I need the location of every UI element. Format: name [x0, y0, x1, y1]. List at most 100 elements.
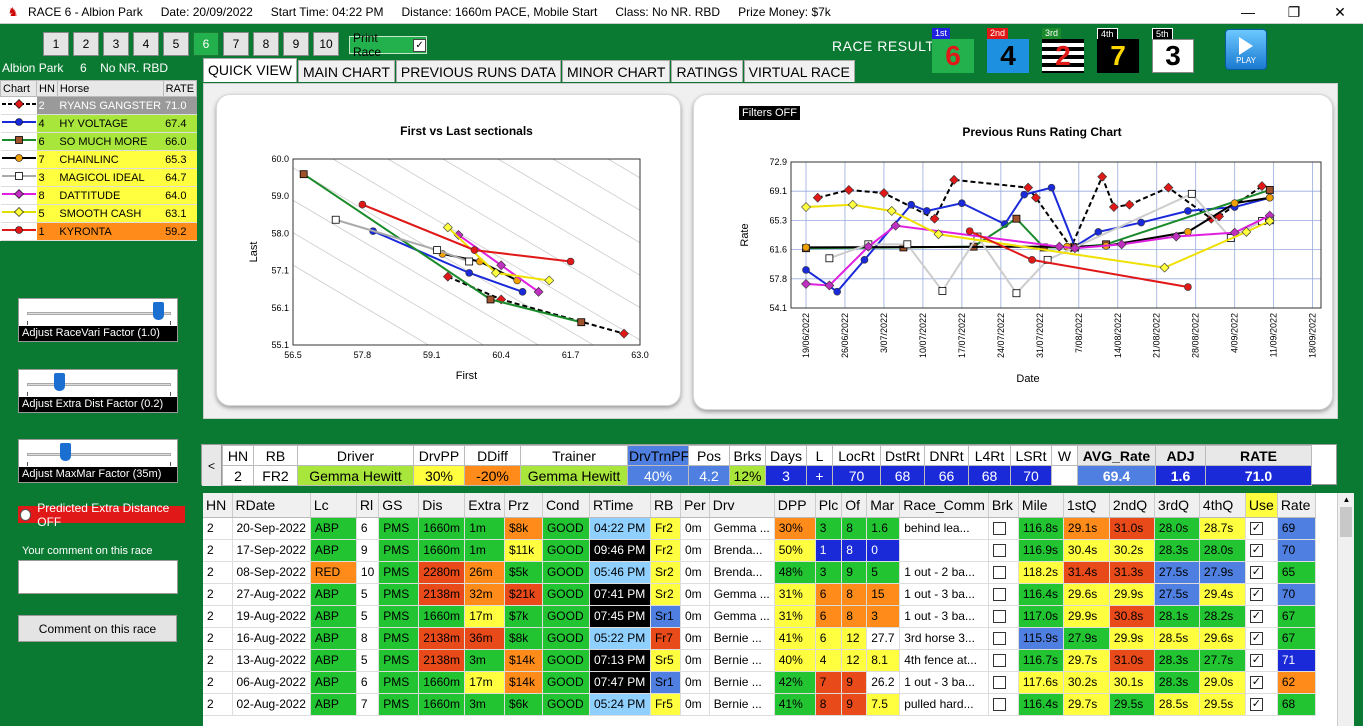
summary-col-dnrt[interactable]: DNRt: [924, 445, 969, 466]
print-race-toggle[interactable]: Print Race ✓: [349, 31, 427, 59]
grid-col-gs[interactable]: GS: [378, 493, 420, 518]
summary-col-rb[interactable]: RB: [253, 445, 298, 466]
use-checkbox[interactable]: ✓: [1249, 588, 1263, 602]
runner-row[interactable]: 1 KYRONTA 59.2: [0, 222, 197, 241]
use-checkbox[interactable]: ✓: [1249, 522, 1263, 536]
table-row[interactable]: 2 17-Sep-2022 ABP 9 PMS 1660m 1m $11k GOOD 09:46 …: [203, 539, 1316, 562]
factor-slider[interactable]: Adjust Extra Dist Factor (0.2): [18, 369, 178, 413]
grid-col-prz[interactable]: Prz: [504, 493, 543, 518]
slider-track[interactable]: [27, 453, 171, 456]
use-checkbox[interactable]: ✓: [1249, 698, 1263, 712]
predicted-radio[interactable]: [20, 508, 32, 521]
runners-col-rate[interactable]: RATE: [162, 80, 198, 97]
grid-col-race-comm[interactable]: Race_Comm: [899, 493, 989, 518]
summary-col-l4rt[interactable]: L4Rt: [968, 445, 1011, 466]
slider-thumb[interactable]: [60, 443, 72, 461]
table-row[interactable]: 2 13-Aug-2022 ABP 5 PMS 2138m 3m $14k GOOD 07:13 …: [203, 649, 1316, 672]
summary-col-drvpp[interactable]: DrvPP: [413, 445, 465, 466]
grid-col-rdate[interactable]: RDate: [232, 493, 311, 518]
minimize-icon[interactable]: —: [1241, 4, 1255, 20]
runner-row[interactable]: 8 DATTITUDE 64.0: [0, 186, 197, 205]
runners-col-hn[interactable]: HN: [36, 80, 58, 97]
use-checkbox[interactable]: ✓: [1249, 676, 1263, 690]
filters-badge[interactable]: Filters OFF: [739, 106, 800, 120]
runner-row[interactable]: 2 RYANS GANGSTER 71.0: [0, 96, 197, 115]
grid-col-rb[interactable]: RB: [650, 493, 681, 518]
grid-col-of[interactable]: Of: [841, 493, 868, 518]
grid-col-dpp[interactable]: DPP: [774, 493, 816, 518]
grid-col-rl[interactable]: Rl: [356, 493, 380, 518]
race-button-7[interactable]: 7: [223, 32, 249, 56]
summary-col-lsrt[interactable]: LSRt: [1010, 445, 1052, 466]
use-checkbox[interactable]: ✓: [1249, 610, 1263, 624]
slider-track[interactable]: [27, 312, 171, 315]
race-button-9[interactable]: 9: [283, 32, 309, 56]
grid-col-mile[interactable]: Mile: [1018, 493, 1064, 518]
close-icon[interactable]: ✕: [1334, 3, 1346, 20]
scroll-up-icon[interactable]: ▲: [1342, 495, 1351, 504]
summary-col-days[interactable]: Days: [765, 445, 807, 466]
runner-row[interactable]: 5 SMOOTH CASH 63.1: [0, 204, 197, 223]
grid-col-extra[interactable]: Extra: [464, 493, 505, 518]
race-button-10[interactable]: 10: [313, 32, 339, 56]
slider-thumb[interactable]: [153, 302, 165, 320]
tab-quick-view[interactable]: QUICK VIEW: [203, 58, 298, 82]
grid-col-3rdq[interactable]: 3rdQ: [1154, 493, 1200, 518]
summary-col-dstrt[interactable]: DstRt: [880, 445, 925, 466]
table-row[interactable]: 2 08-Sep-2022 RED 10 PMS 2280m 26m $5k GOOD 05:46…: [203, 561, 1316, 584]
brk-checkbox[interactable]: [992, 698, 1006, 712]
tab-previous-runs-data[interactable]: PREVIOUS RUNS DATA: [395, 60, 561, 82]
grid-col-rtime[interactable]: RTime: [589, 493, 651, 518]
summary-col-driver[interactable]: Driver: [297, 445, 414, 466]
grid-col-per[interactable]: Per: [680, 493, 710, 518]
factor-slider[interactable]: Adjust MaxMar Factor (35m): [18, 439, 178, 483]
grid-col-cond[interactable]: Cond: [542, 493, 590, 518]
runners-col-chart[interactable]: Chart: [0, 80, 37, 97]
brk-checkbox[interactable]: [992, 566, 1006, 580]
race-button-5[interactable]: 5: [163, 32, 189, 56]
factor-slider[interactable]: Adjust RaceVari Factor (1.0): [18, 298, 178, 342]
table-row[interactable]: 2 27-Aug-2022 ABP 5 PMS 2138m 32m $21k GOOD 07:41…: [203, 583, 1316, 606]
grid-col-mar[interactable]: Mar: [866, 493, 901, 518]
print-race-checkbox[interactable]: ✓: [413, 38, 426, 52]
grid-col-lc[interactable]: Lc: [310, 493, 357, 518]
runner-row[interactable]: 4 HY VOLTAGE 67.4: [0, 114, 197, 133]
summary-col-l[interactable]: L: [806, 445, 833, 466]
play-button[interactable]: PLAY: [1225, 29, 1267, 70]
restore-icon[interactable]: ❐: [1287, 3, 1301, 20]
summary-col-drvtrnpf[interactable]: DrvTrnPF: [627, 445, 689, 466]
brk-checkbox[interactable]: [992, 654, 1006, 668]
grid-col-drv[interactable]: Drv: [709, 493, 775, 518]
race-button-1[interactable]: 1: [43, 32, 69, 56]
brk-checkbox[interactable]: [992, 522, 1006, 536]
race-button-3[interactable]: 3: [103, 32, 129, 56]
table-row[interactable]: 2 16-Aug-2022 ABP 8 PMS 2138m 36m $8k GOOD 05:22 …: [203, 627, 1316, 650]
summary-col-trainer[interactable]: Trainer: [520, 445, 628, 466]
tab-ratings[interactable]: RATINGS: [671, 60, 743, 82]
use-checkbox[interactable]: ✓: [1249, 566, 1263, 580]
grid-col-plc[interactable]: Plc: [815, 493, 843, 518]
scroll-thumb[interactable]: [1340, 507, 1352, 537]
tab-virtual-race[interactable]: VIRTUAL RACE: [743, 60, 855, 82]
grid-col-dis[interactable]: Dis: [418, 493, 466, 518]
runner-row[interactable]: 7 CHAINLINC 65.3: [0, 150, 197, 169]
grid-col-4thq[interactable]: 4thQ: [1199, 493, 1246, 518]
summary-col-ddiff[interactable]: DDiff: [464, 445, 521, 466]
slider-track[interactable]: [27, 383, 171, 386]
slider-thumb[interactable]: [53, 373, 65, 391]
table-row[interactable]: 2 20-Sep-2022 ABP 6 PMS 1660m 1m $8k GOOD 04:22 P…: [203, 517, 1316, 540]
comment-button[interactable]: Comment on this race: [18, 615, 177, 642]
grid-col-rate[interactable]: Rate: [1277, 493, 1316, 518]
comment-input[interactable]: [18, 560, 178, 594]
grid-col-1stq[interactable]: 1stQ: [1063, 493, 1110, 518]
race-button-8[interactable]: 8: [253, 32, 279, 56]
summary-col-avg_rate[interactable]: AVG_Rate: [1077, 445, 1156, 466]
use-checkbox[interactable]: ✓: [1249, 654, 1263, 668]
summary-col-rate[interactable]: RATE: [1205, 445, 1312, 466]
runner-row[interactable]: 3 MAGICOL IDEAL 64.7: [0, 168, 197, 187]
collapse-arrow-icon[interactable]: <: [202, 445, 222, 486]
grid-col-hn[interactable]: HN: [203, 493, 233, 518]
table-row[interactable]: 2 02-Aug-2022 ABP 7 PMS 1660m 3m $6k GOOD 05:24 P…: [203, 693, 1316, 716]
use-checkbox[interactable]: ✓: [1249, 544, 1263, 558]
grid-scrollbar[interactable]: ▲: [1337, 493, 1354, 726]
